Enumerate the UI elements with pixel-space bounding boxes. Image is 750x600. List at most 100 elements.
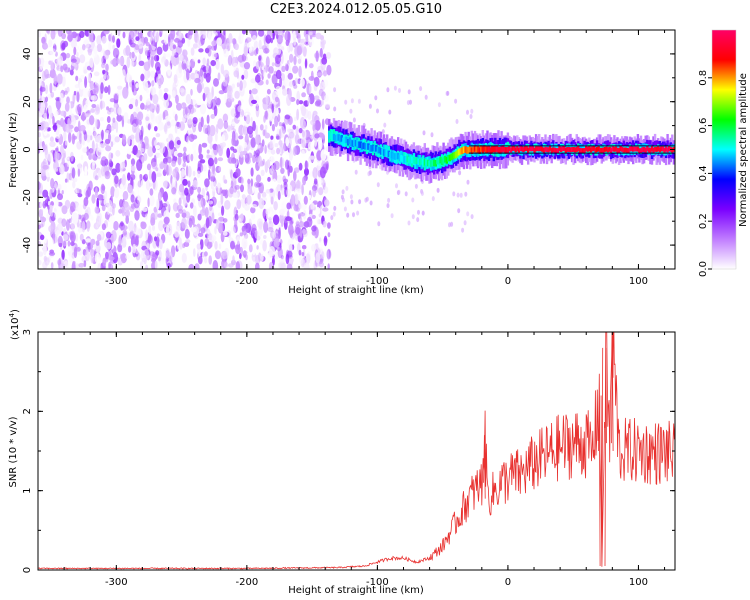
noise-blob bbox=[224, 94, 227, 104]
noise-blob bbox=[158, 89, 163, 98]
noise-blob bbox=[257, 49, 264, 56]
noise-blob bbox=[322, 207, 329, 212]
noise-blob bbox=[209, 143, 213, 150]
signal-cell bbox=[475, 146, 478, 154]
noise-blob bbox=[145, 180, 151, 191]
noise-blob bbox=[64, 199, 71, 209]
noise-blob bbox=[50, 178, 55, 189]
signal-cell bbox=[492, 145, 495, 153]
noise-blob bbox=[204, 127, 209, 135]
noise-blob bbox=[252, 248, 256, 256]
signal-cell bbox=[395, 152, 398, 160]
noise-blob bbox=[49, 141, 56, 148]
noise-blob bbox=[143, 61, 151, 71]
noise-blob bbox=[265, 189, 271, 194]
noise-blob bbox=[101, 156, 107, 165]
signal-cell bbox=[608, 146, 611, 152]
noise-blob bbox=[86, 220, 90, 232]
noise-blob bbox=[63, 90, 68, 95]
noise-blob bbox=[104, 170, 111, 180]
noise-blob bbox=[289, 42, 294, 52]
noise-blob bbox=[179, 53, 184, 62]
noise-blob bbox=[268, 216, 272, 225]
noise-blob bbox=[256, 218, 264, 229]
noise-blob bbox=[291, 212, 295, 222]
noise-blob bbox=[145, 264, 149, 269]
signal-cell bbox=[575, 147, 578, 152]
noise-blob bbox=[105, 63, 109, 72]
noise-blob bbox=[105, 97, 112, 105]
noise-blob bbox=[282, 263, 287, 269]
noise-blob bbox=[140, 73, 145, 82]
signal-cell bbox=[334, 135, 337, 142]
noise-blob bbox=[170, 30, 176, 40]
noise-blob bbox=[148, 44, 152, 52]
noise-blob bbox=[250, 206, 256, 214]
signal-cell bbox=[453, 152, 456, 159]
noise-blob bbox=[203, 86, 210, 95]
noise-blob bbox=[163, 33, 168, 45]
signal-cell bbox=[652, 147, 655, 153]
noise-blob bbox=[237, 105, 243, 113]
noise-blob bbox=[223, 120, 229, 130]
noise-blob bbox=[39, 216, 47, 223]
noise-blob bbox=[292, 124, 297, 130]
noise-blob bbox=[274, 115, 279, 128]
noise-blob bbox=[51, 239, 54, 248]
noise-blob bbox=[127, 134, 131, 146]
noise-blob bbox=[217, 118, 224, 130]
noise-blob bbox=[140, 148, 145, 153]
noise-blob bbox=[102, 122, 107, 127]
noise-blob bbox=[186, 68, 190, 81]
noise-blob bbox=[53, 160, 59, 172]
noise-blob bbox=[407, 89, 411, 95]
noise-blob bbox=[454, 98, 458, 104]
noise-blob bbox=[214, 131, 218, 142]
signal-cell bbox=[657, 146, 660, 152]
noise-blob bbox=[155, 106, 160, 113]
noise-blob bbox=[202, 34, 207, 39]
noise-blob bbox=[345, 185, 349, 191]
noise-blob bbox=[292, 65, 299, 74]
signal-cell bbox=[465, 147, 469, 154]
noise-blob bbox=[181, 217, 187, 229]
noise-blob bbox=[258, 39, 262, 50]
noise-blob bbox=[357, 98, 361, 104]
noise-blob bbox=[231, 137, 236, 146]
noise-blob bbox=[317, 241, 324, 250]
signal-cell bbox=[545, 147, 549, 153]
noise-blob bbox=[89, 148, 95, 160]
noise-blob bbox=[189, 202, 194, 209]
noise-blob bbox=[246, 260, 252, 269]
noise-blob bbox=[301, 229, 308, 235]
noise-blob bbox=[258, 198, 265, 210]
noise-blob bbox=[149, 188, 154, 196]
noise-blob bbox=[346, 212, 350, 218]
noise-blob bbox=[309, 35, 313, 40]
noise-blob bbox=[350, 98, 354, 104]
snr-x-tick-label: -100 bbox=[366, 577, 389, 588]
noise-blob bbox=[379, 164, 382, 170]
noise-blob bbox=[95, 142, 99, 150]
noise-blob bbox=[204, 38, 210, 46]
noise-blob bbox=[213, 78, 219, 87]
noise-blob bbox=[70, 40, 77, 49]
noise-blob bbox=[229, 69, 232, 79]
noise-blob bbox=[193, 248, 196, 257]
noise-blob bbox=[62, 234, 69, 241]
noise-blob bbox=[381, 129, 385, 135]
signal-cell bbox=[467, 147, 470, 154]
noise-blob bbox=[452, 191, 456, 197]
signal-cell bbox=[613, 146, 616, 152]
noise-blob bbox=[62, 76, 66, 87]
noise-blob bbox=[63, 131, 67, 141]
noise-blob bbox=[168, 251, 173, 264]
noise-blob bbox=[121, 69, 126, 80]
noise-blob bbox=[38, 137, 42, 150]
noise-blob bbox=[180, 192, 184, 200]
noise-blob bbox=[105, 251, 109, 260]
noise-blob bbox=[200, 227, 206, 234]
signal-cell bbox=[503, 147, 506, 154]
noise-blob bbox=[38, 131, 41, 138]
noise-blob bbox=[94, 252, 101, 264]
